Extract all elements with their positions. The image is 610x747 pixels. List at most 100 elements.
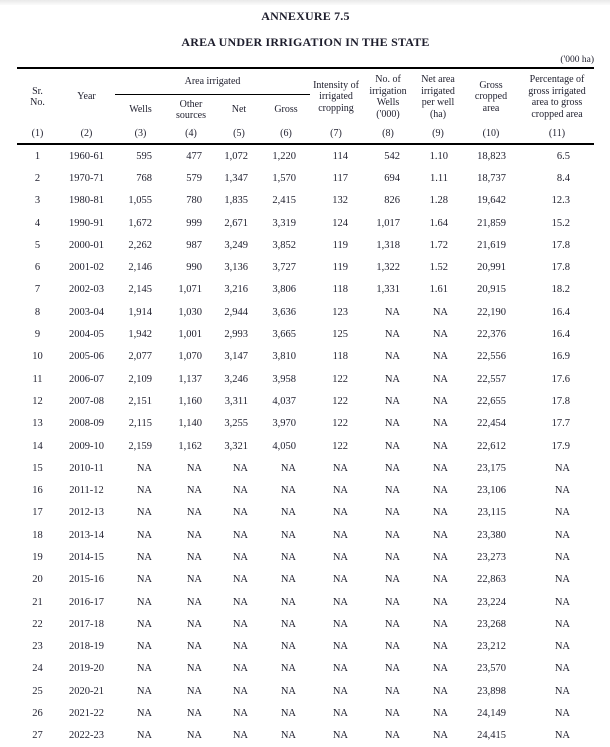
table-cell: 2,151: [128, 395, 152, 407]
table-cell: NA: [332, 507, 348, 519]
table-row: 18 2013-14 NA NA NA NA NA NA NA 23,380 NA: [17, 524, 594, 546]
table-cell: 22,863: [477, 574, 506, 586]
table-cell: 15: [32, 462, 43, 474]
table-cell: 780: [186, 195, 202, 207]
table-cell: NA: [280, 485, 296, 497]
table-cell: 3,216: [224, 284, 248, 296]
table-cell: NA: [432, 574, 448, 586]
table-cell: NA: [432, 507, 448, 519]
table-cell: 1.11: [430, 172, 448, 184]
table-cell: 118: [332, 351, 348, 363]
table-cell: NA: [384, 529, 400, 541]
table-cell: NA: [332, 485, 348, 497]
table-cell: 24,149: [477, 708, 506, 720]
table-row: 19 2014-15 NA NA NA NA NA NA NA 23,273 NA: [17, 546, 594, 568]
table-cell: 17.8: [551, 262, 570, 274]
table-cell: NA: [384, 395, 400, 407]
table-cell: 119: [332, 239, 348, 251]
table-cell: 1.61: [429, 284, 448, 296]
table-cell: 2006-07: [69, 373, 104, 385]
table-cell: 16.9: [551, 351, 570, 363]
table-cell: 17.9: [551, 440, 570, 452]
table-cell: NA: [332, 641, 348, 653]
table-cell: NA: [432, 462, 448, 474]
table-cell: 10: [32, 351, 43, 363]
table-cell: NA: [136, 462, 152, 474]
table-cell: 24: [32, 663, 43, 675]
table-cell: NA: [554, 730, 570, 742]
table-cell: NA: [136, 596, 152, 608]
table-cell: NA: [280, 529, 296, 541]
table-cell: 15.2: [551, 217, 570, 229]
table-cell: 1.64: [429, 217, 448, 229]
table-cell: 11: [32, 373, 43, 385]
table-cell: 1.28: [429, 195, 448, 207]
table-cell: 122: [332, 395, 348, 407]
table-cell: 2008-09: [69, 418, 104, 430]
page-top-edge: [0, 0, 610, 5]
table-cell: 3,319: [272, 217, 296, 229]
col-index: (10): [462, 125, 520, 145]
table-row: 23 2018-19 NA NA NA NA NA NA NA 23,212 NA: [17, 636, 594, 658]
col-index: (8): [362, 125, 414, 145]
table-cell: 2: [34, 172, 41, 184]
table-cell: NA: [384, 685, 400, 697]
table-cell: 124: [332, 217, 348, 229]
table-cell: 2005-06: [69, 351, 104, 363]
table-cell: NA: [232, 574, 248, 586]
table-cell: 826: [384, 195, 400, 207]
table-cell: NA: [232, 618, 248, 630]
table-cell: NA: [432, 485, 448, 497]
table-row: 26 2021-22 NA NA NA NA NA NA NA 24,149 NA: [17, 702, 594, 724]
table-cell: NA: [384, 708, 400, 720]
table-cell: NA: [186, 730, 202, 742]
table-cell: 1,835: [224, 195, 248, 207]
table-row: 3 1980-81 1,055 780 1,835 2,415 132 826 1.28 19,6…: [17, 190, 594, 212]
table-cell: NA: [332, 551, 348, 563]
table-row: 17 2012-13 NA NA NA NA NA NA NA 23,115 NA: [17, 502, 594, 524]
document-sheet: ANNEXURE 7.5 AREA UNDER IRRIGATION IN TH…: [0, 5, 610, 747]
table-cell: 6: [34, 262, 41, 274]
table-cell: 1.10: [429, 150, 448, 162]
table-cell: NA: [384, 730, 400, 742]
table-cell: 3,246: [224, 373, 248, 385]
table-cell: 12: [32, 395, 43, 407]
table-cell: 122: [332, 373, 348, 385]
table-cell: 1,140: [178, 418, 202, 430]
table-cell: 2003-04: [69, 306, 104, 318]
table-cell: 1,017: [376, 217, 400, 229]
table-cell: 122: [332, 440, 348, 452]
table-cell: NA: [384, 641, 400, 653]
table-cell: NA: [384, 306, 400, 318]
table-cell: NA: [136, 551, 152, 563]
table-cell: 17.7: [551, 418, 570, 430]
table-cell: NA: [280, 685, 296, 697]
table-cell: NA: [384, 663, 400, 675]
table-cell: NA: [186, 529, 202, 541]
table-cell: NA: [384, 551, 400, 563]
table-cell: NA: [332, 685, 348, 697]
table-cell: 1,672: [128, 217, 152, 229]
table-cell: 1,942: [128, 329, 152, 341]
table-cell: 2021-22: [69, 708, 104, 720]
table-row: 5 2000-01 2,262 987 3,249 3,852 119 1,318 1.72 21…: [17, 234, 594, 256]
col-header-percentage: Percentage of gross irrigated area to gr…: [528, 74, 586, 120]
table-cell: NA: [384, 618, 400, 630]
table-cell: NA: [554, 485, 570, 497]
col-header-wells: Wells: [129, 104, 152, 116]
table-cell: 16.4: [551, 306, 570, 318]
table-cell: 27: [32, 730, 43, 742]
annexure-title: ANNEXURE 7.5: [261, 9, 350, 23]
table-cell: NA: [186, 708, 202, 720]
table-cell: 3,810: [272, 351, 296, 363]
col-header-year: Year: [77, 91, 96, 103]
table-cell: NA: [432, 418, 448, 430]
table-cell: 4: [34, 217, 41, 229]
table-cell: 18,737: [477, 172, 506, 184]
table-cell: NA: [232, 641, 248, 653]
table-cell: NA: [384, 329, 400, 341]
table-cell: 1980-81: [69, 195, 104, 207]
table-cell: NA: [280, 551, 296, 563]
table-cell: 595: [136, 150, 152, 162]
table-cell: 2015-16: [69, 574, 104, 586]
